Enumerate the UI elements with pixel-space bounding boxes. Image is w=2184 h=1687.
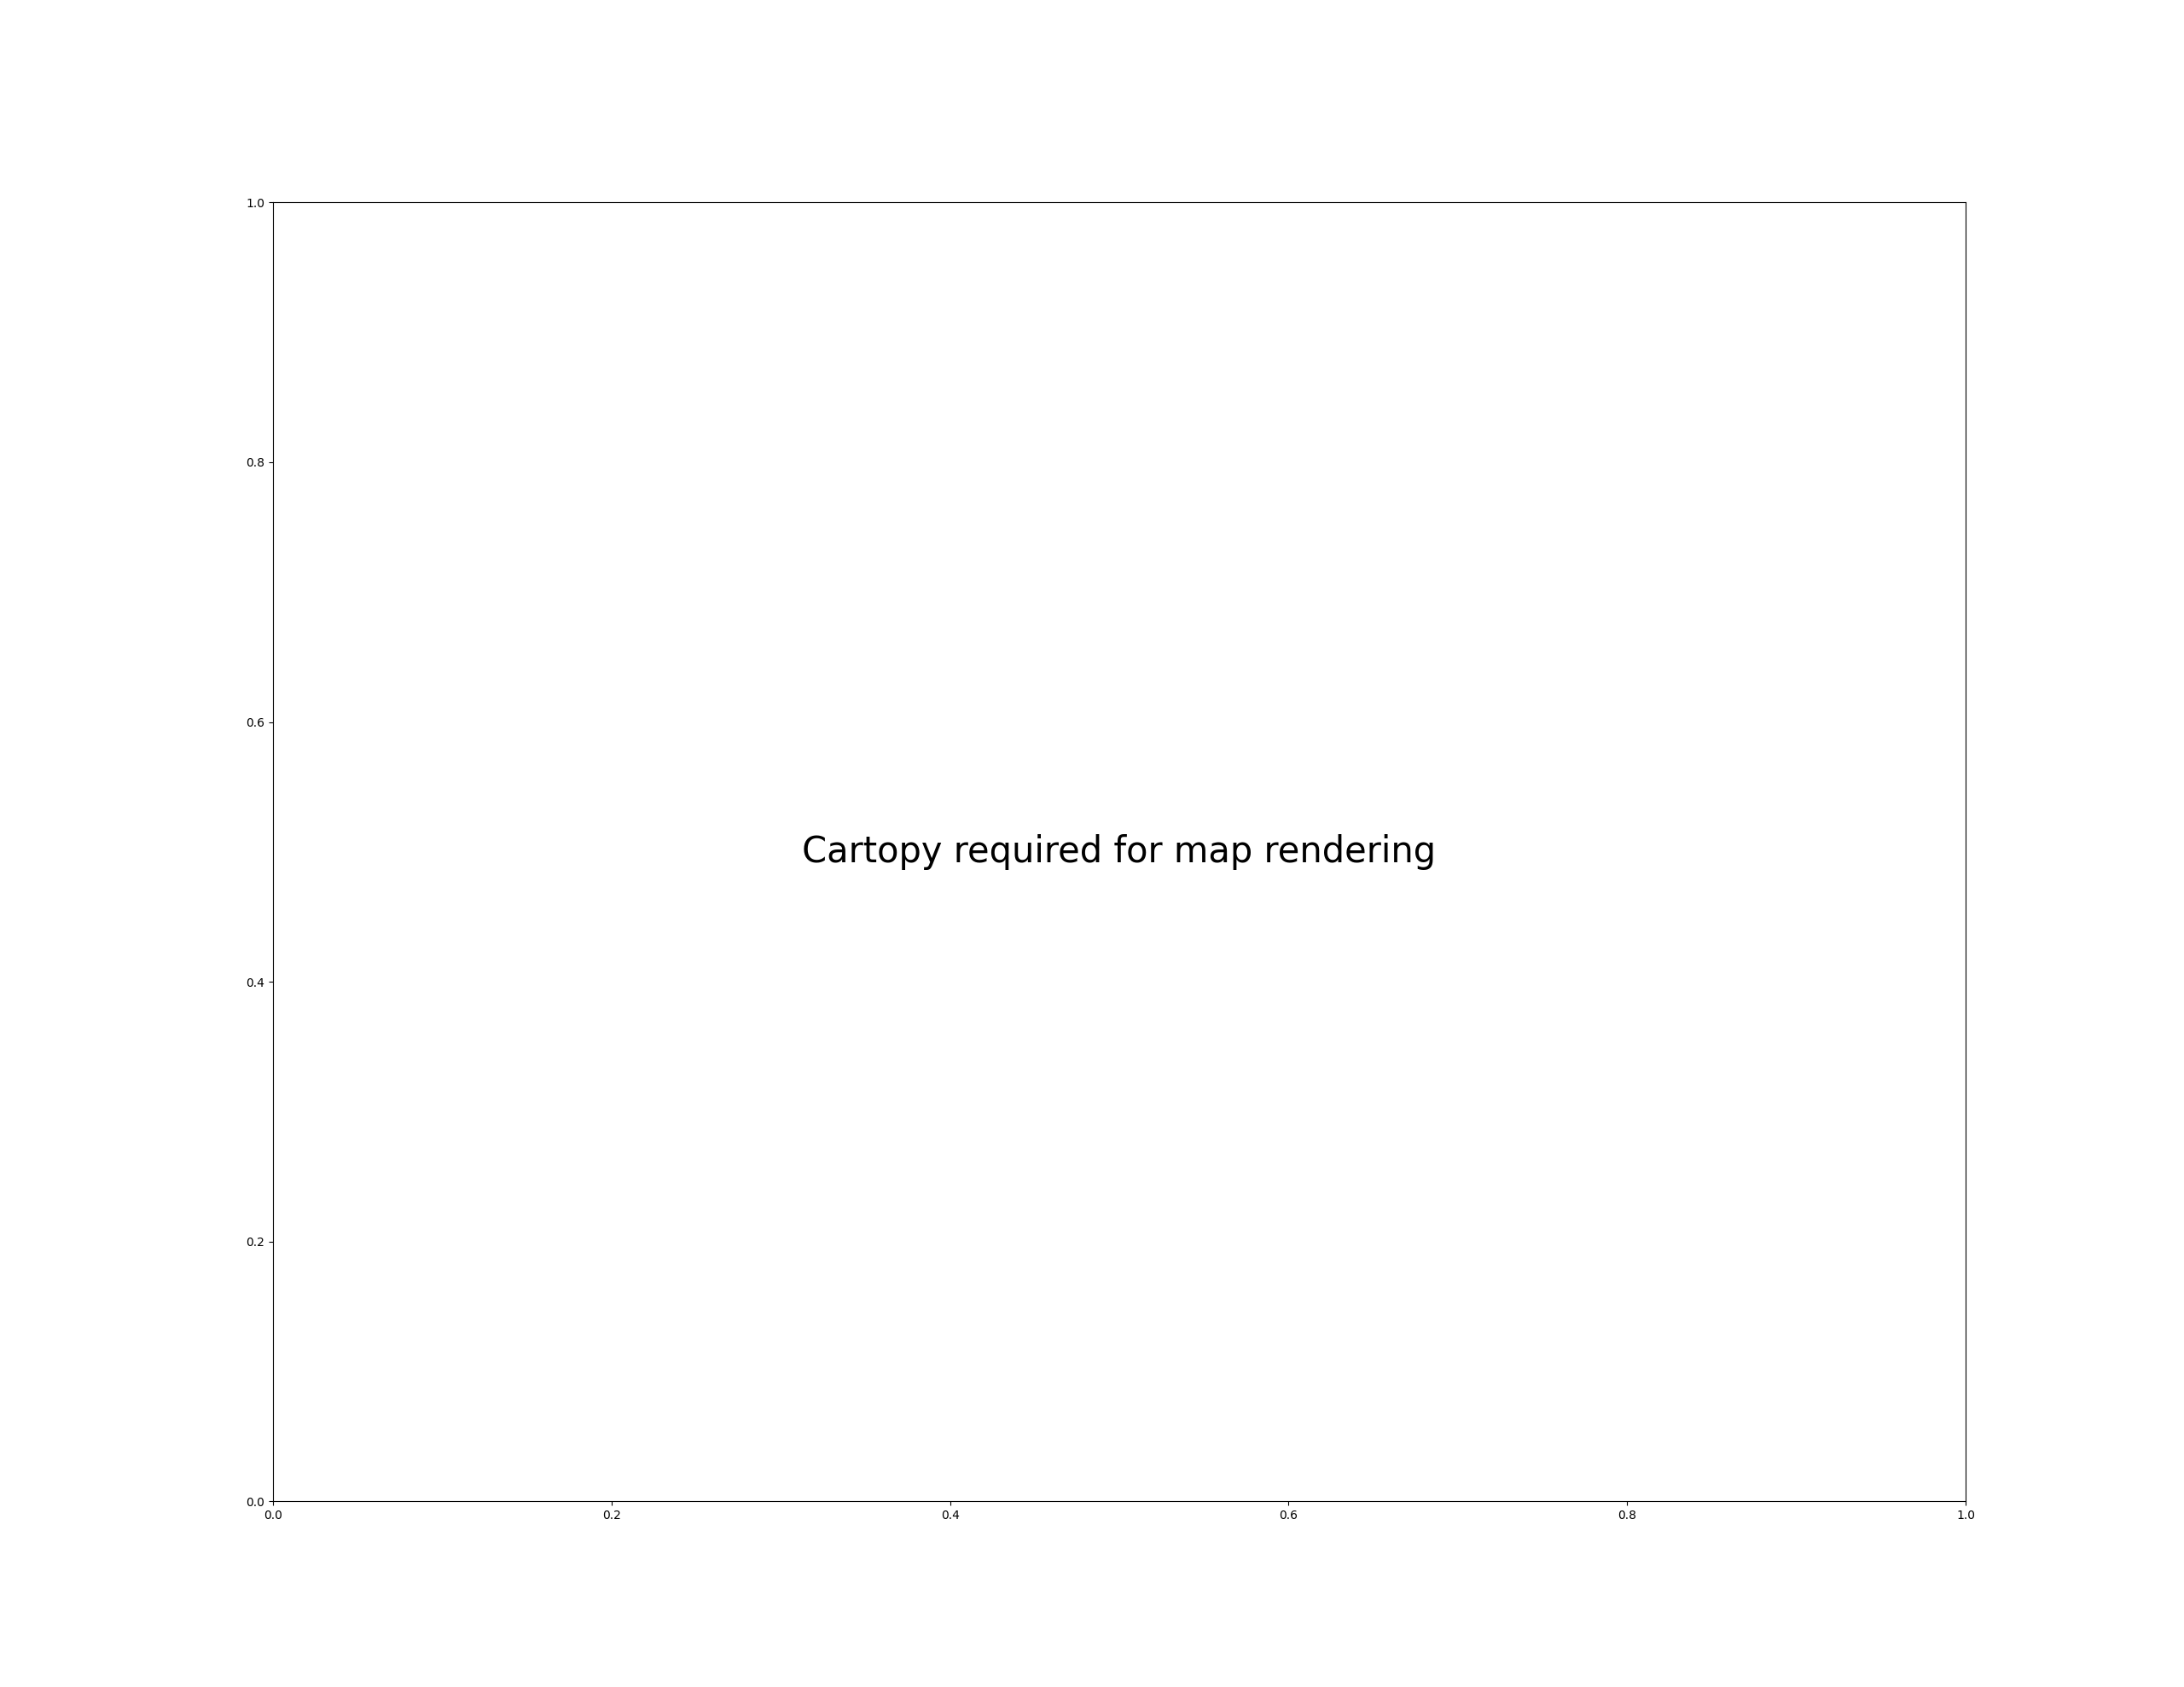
Text: Cartopy required for map rendering: Cartopy required for map rendering bbox=[802, 833, 1437, 870]
